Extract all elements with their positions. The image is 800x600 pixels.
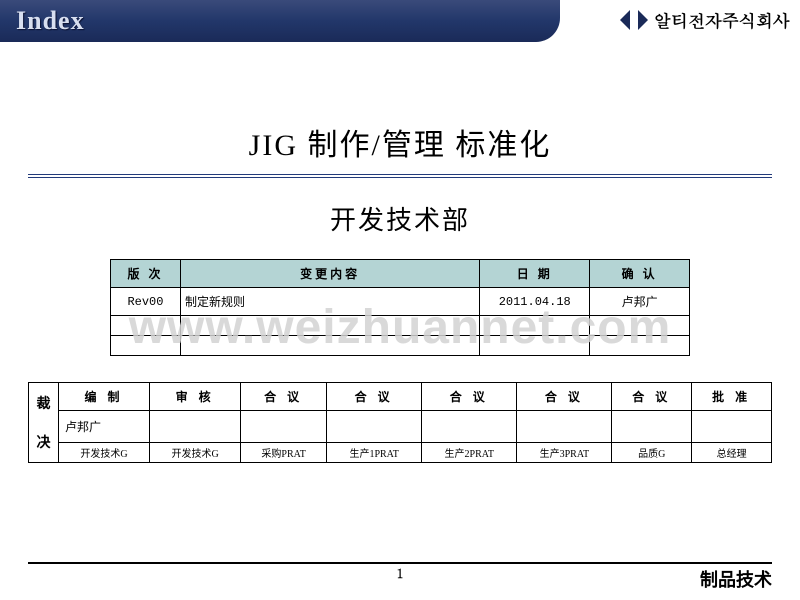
cell-date: 2011.04.18 bbox=[480, 288, 590, 316]
approval-signer bbox=[517, 411, 612, 443]
cell-rev bbox=[111, 336, 181, 356]
approval-signer bbox=[241, 411, 327, 443]
side-label-bottom: 决 bbox=[37, 432, 51, 452]
approval-header: 批 准 bbox=[692, 383, 772, 411]
page-number: 1 bbox=[0, 565, 800, 582]
change-table: 版 次 变更内容 日 期 确 认 Rev00 制定新规则 2011.04.18 … bbox=[110, 259, 690, 356]
approval-block: 裁 决 编 制 审 核 合 议 合 议 合 议 合 议 合 议 批 准 卢邦广 … bbox=[28, 382, 772, 463]
approval-signer bbox=[150, 411, 241, 443]
table-row bbox=[111, 316, 690, 336]
cell-date bbox=[480, 336, 590, 356]
side-label-top: 裁 bbox=[37, 393, 51, 413]
cell-content: 制定新规则 bbox=[180, 288, 479, 316]
approval-signer bbox=[612, 411, 692, 443]
col-confirm-header: 确 认 bbox=[590, 260, 690, 288]
approval-side-label: 裁 决 bbox=[28, 382, 58, 463]
logo-icon bbox=[620, 8, 648, 32]
cell-date bbox=[480, 316, 590, 336]
approval-header: 审 核 bbox=[150, 383, 241, 411]
approval-dept: 采购PRAT bbox=[241, 443, 327, 463]
approval-signer-row: 卢邦广 bbox=[59, 411, 772, 443]
approval-dept: 生产2PRAT bbox=[422, 443, 517, 463]
footer-divider bbox=[28, 562, 772, 564]
header-bar: Index bbox=[0, 0, 560, 42]
approval-header-row: 编 制 审 核 合 议 合 议 合 议 合 议 合 议 批 准 bbox=[59, 383, 772, 411]
approval-table: 编 制 审 核 合 议 合 议 合 议 合 议 合 议 批 准 卢邦广 开发技术… bbox=[58, 382, 772, 463]
table-row: Rev00 制定新规则 2011.04.18 卢邦广 bbox=[111, 288, 690, 316]
approval-header: 合 议 bbox=[612, 383, 692, 411]
cell-confirm bbox=[590, 316, 690, 336]
approval-dept: 开发技术G bbox=[59, 443, 150, 463]
company-block: 알티전자주식회사 bbox=[620, 8, 790, 32]
approval-signer bbox=[327, 411, 422, 443]
approval-dept: 生产1PRAT bbox=[327, 443, 422, 463]
cell-content bbox=[180, 336, 479, 356]
col-rev-header: 版 次 bbox=[111, 260, 181, 288]
approval-header: 编 制 bbox=[59, 383, 150, 411]
approval-signer bbox=[422, 411, 517, 443]
approval-dept: 总经理 bbox=[692, 443, 772, 463]
cell-confirm bbox=[590, 336, 690, 356]
title-underline bbox=[28, 174, 772, 178]
approval-header: 合 议 bbox=[327, 383, 422, 411]
table-row bbox=[111, 336, 690, 356]
approval-header: 合 议 bbox=[241, 383, 327, 411]
approval-dept: 开发技术G bbox=[150, 443, 241, 463]
approval-dept-row: 开发技术G 开发技术G 采购PRAT 生产1PRAT 生产2PRAT 生产3PR… bbox=[59, 443, 772, 463]
footer-right-label: 制品技术 bbox=[700, 566, 772, 592]
approval-signer: 卢邦广 bbox=[59, 411, 150, 443]
cell-rev: Rev00 bbox=[111, 288, 181, 316]
company-name: 알티전자주식회사 bbox=[654, 8, 790, 32]
approval-signer bbox=[692, 411, 772, 443]
main-title: JIG 制作/管理 标准化 bbox=[0, 120, 800, 164]
approval-dept: 生产3PRAT bbox=[517, 443, 612, 463]
approval-header: 合 议 bbox=[517, 383, 612, 411]
cell-rev bbox=[111, 316, 181, 336]
col-content-header: 变更内容 bbox=[180, 260, 479, 288]
col-date-header: 日 期 bbox=[480, 260, 590, 288]
approval-header: 合 议 bbox=[422, 383, 517, 411]
cell-content bbox=[180, 316, 479, 336]
subtitle: 开发技术部 bbox=[0, 200, 800, 237]
index-label: Index bbox=[16, 6, 85, 36]
cell-confirm: 卢邦广 bbox=[590, 288, 690, 316]
approval-dept: 品质G bbox=[612, 443, 692, 463]
